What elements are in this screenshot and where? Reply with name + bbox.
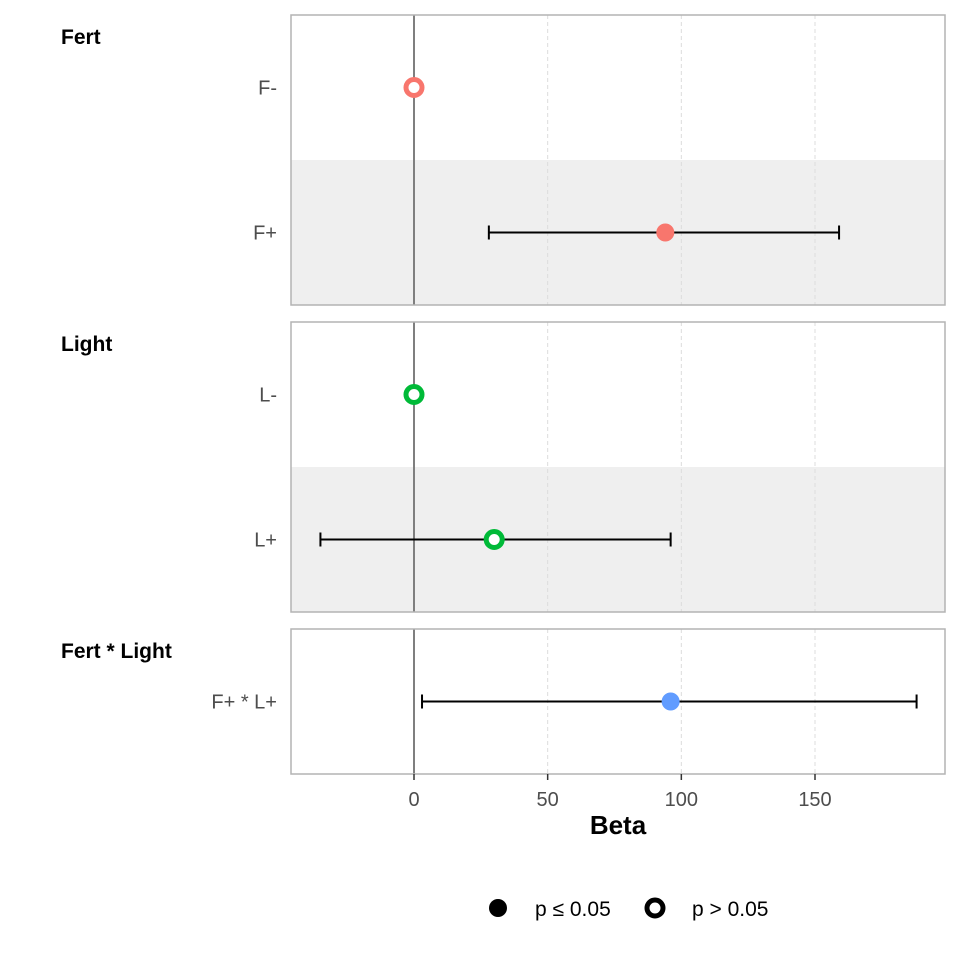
legend-marker-significant [489,899,507,917]
panels: Fert F- F+ Light L- L+ Fert * Light F+ * L+ [61,14,946,775]
legend: p ≤ 0.05 p > 0.05 [489,897,768,921]
row-label: L- [259,385,277,407]
panel-border [290,14,946,306]
group-title: Fert [61,26,101,49]
point-estimate-nonsignificant [403,384,425,405]
point-estimate-nonsignificant [483,529,505,550]
panel-border [290,628,946,775]
panel-2: Fert * Light F+ * L+ [61,628,946,775]
group-title: Fert * Light [61,640,172,663]
row-label: L+ [254,530,277,552]
x-tick-label: 150 [798,789,831,811]
x-tick-label: 100 [665,789,698,811]
panel-0: Fert F- F+ [61,14,946,306]
panel-1: Light L- L+ [61,321,946,613]
x-axis: 0 50 100 150 [408,774,832,811]
x-axis-title: Beta [590,810,647,840]
group-title: Light [61,333,112,356]
legend-label-significant: p ≤ 0.05 [535,898,611,921]
point-estimate-significant [661,692,680,711]
row-label: F+ * L+ [211,692,277,714]
x-tick-label: 0 [408,789,419,811]
panel-border [290,321,946,613]
x-tick-label: 50 [537,789,559,811]
point-estimate-significant [656,223,675,242]
point-estimate-nonsignificant [403,77,425,98]
row-label: F+ [253,223,277,245]
legend-label-nonsignificant: p > 0.05 [692,898,768,921]
row-label: F- [258,78,277,100]
legend-marker-nonsignificant [644,897,666,919]
